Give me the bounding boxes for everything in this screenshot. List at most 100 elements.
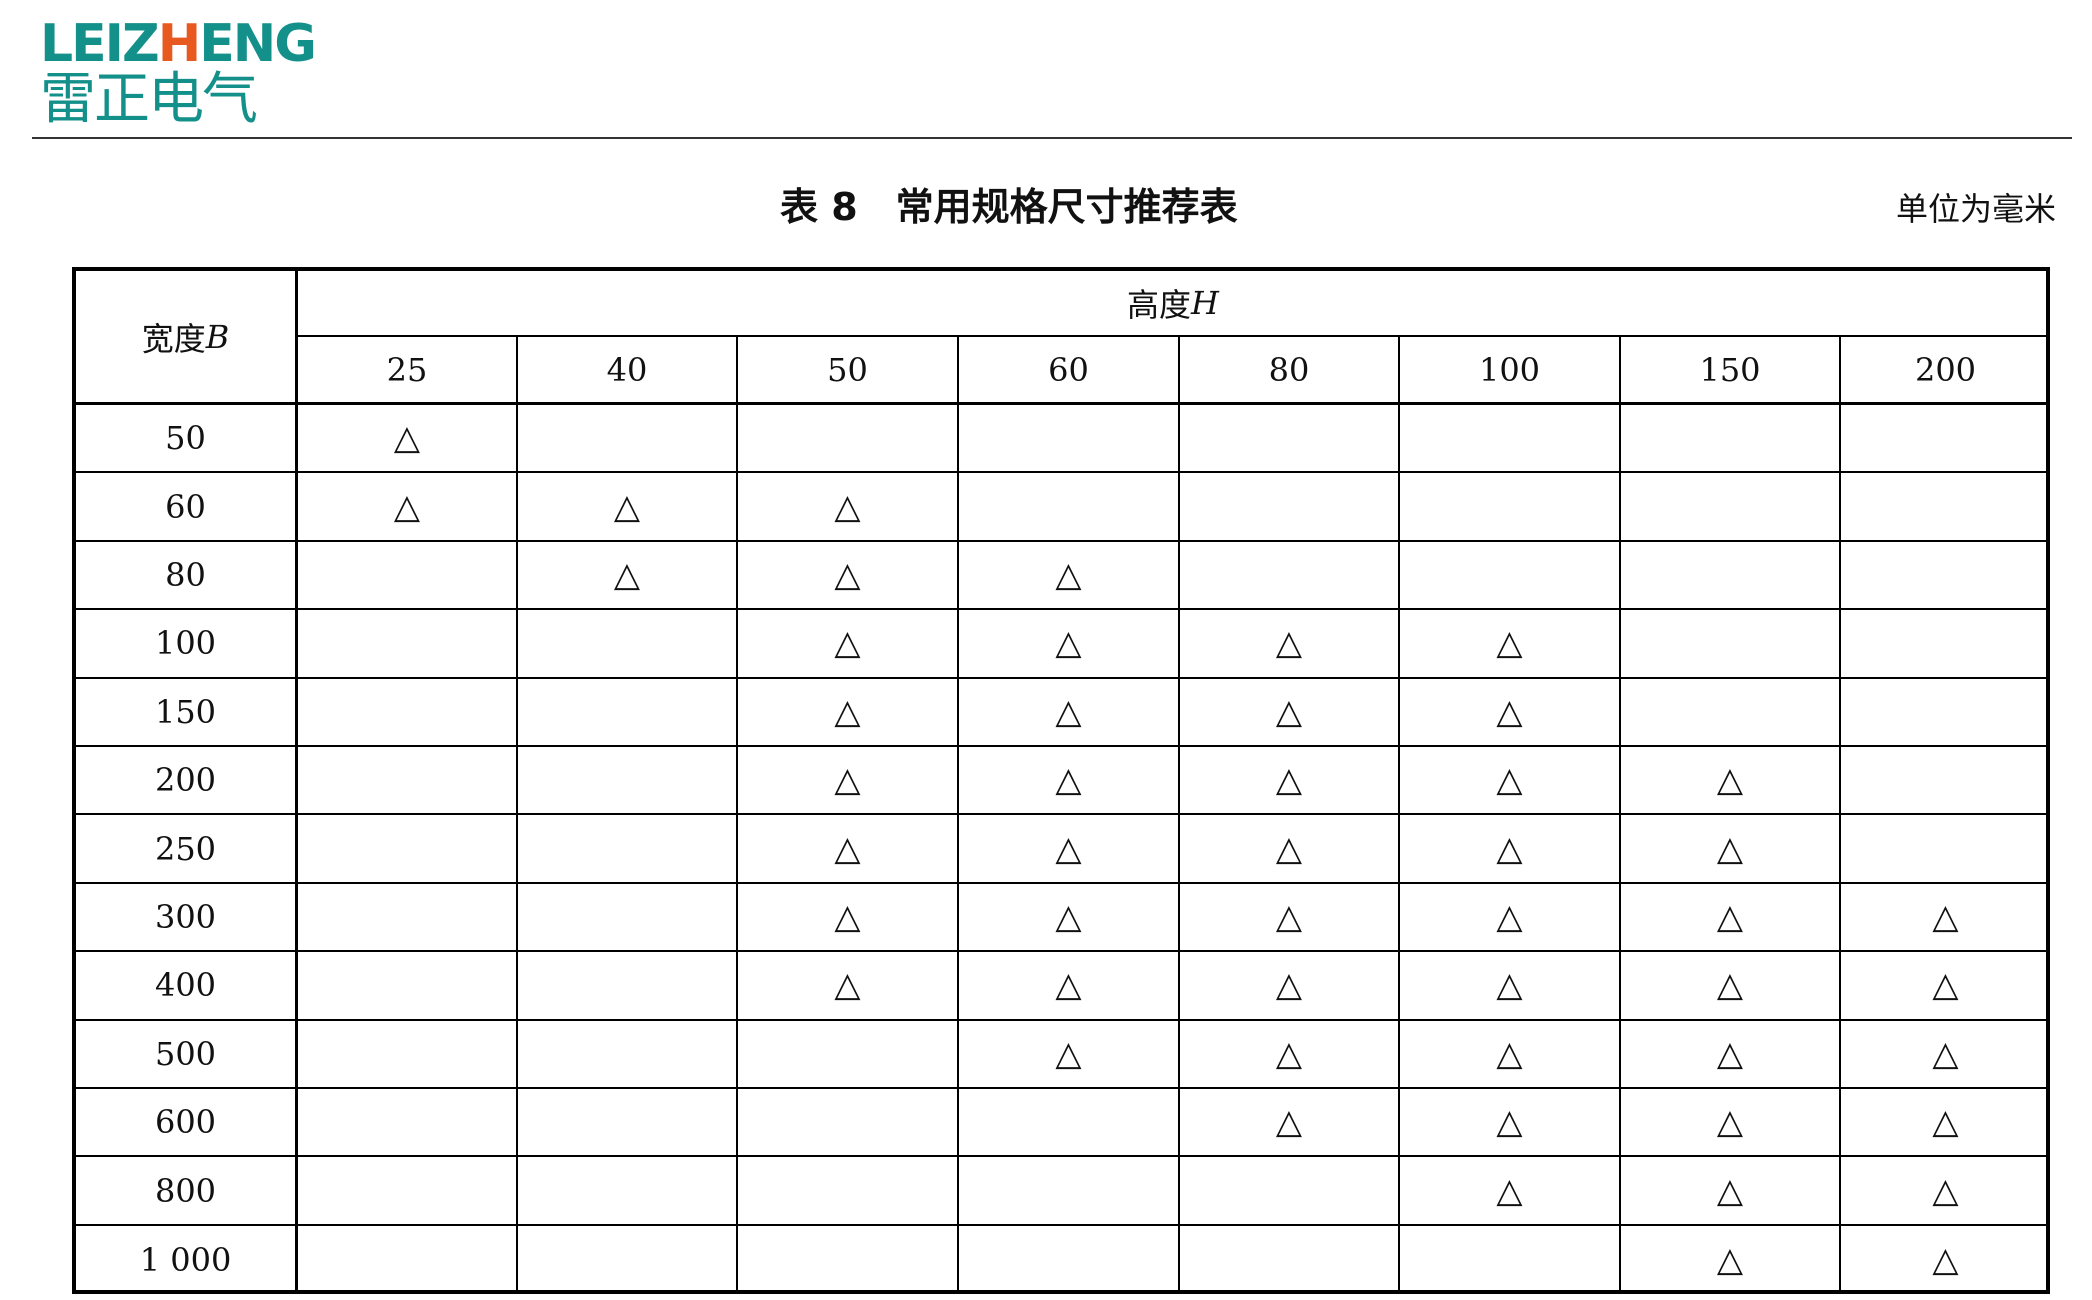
recommended-mark: △ bbox=[738, 473, 959, 542]
empty-cell bbox=[1841, 405, 2050, 474]
recommended-mark: △ bbox=[1621, 952, 1841, 1021]
recommended-mark: △ bbox=[1841, 1089, 2050, 1158]
empty-cell bbox=[959, 1089, 1180, 1158]
empty-cell bbox=[518, 1020, 738, 1089]
recommended-mark: △ bbox=[1400, 883, 1621, 953]
empty-cell bbox=[1180, 1157, 1400, 1226]
empty-cell bbox=[959, 405, 1180, 474]
empty-cell bbox=[738, 1089, 959, 1158]
empty-cell bbox=[518, 883, 738, 953]
recommended-mark: △ bbox=[518, 541, 738, 611]
empty-cell bbox=[298, 883, 518, 953]
company-logo: LEIZHENG 雷正电气 bbox=[40, 18, 317, 132]
recommended-mark: △ bbox=[738, 747, 959, 816]
recommended-mark: △ bbox=[738, 541, 959, 611]
recommended-mark: △ bbox=[1400, 747, 1621, 816]
column-header: 80 bbox=[1180, 337, 1400, 405]
header-divider bbox=[32, 137, 2072, 139]
empty-cell bbox=[298, 747, 518, 816]
empty-cell bbox=[1180, 473, 1400, 542]
recommended-mark: △ bbox=[1180, 952, 1400, 1021]
empty-cell bbox=[1841, 815, 2050, 884]
recommended-mark: △ bbox=[1400, 815, 1621, 884]
empty-cell bbox=[518, 747, 738, 816]
row-width-label: 50 bbox=[76, 405, 298, 474]
empty-cell bbox=[1180, 1225, 1400, 1295]
col-group-header-height-h: 高度 H bbox=[298, 271, 2050, 337]
empty-cell bbox=[298, 1157, 518, 1226]
recommended-mark: △ bbox=[738, 815, 959, 884]
empty-cell bbox=[1841, 610, 2050, 679]
recommended-mark: △ bbox=[959, 678, 1180, 747]
recommended-mark: △ bbox=[959, 952, 1180, 1021]
empty-cell bbox=[1400, 473, 1621, 542]
recommended-mark: △ bbox=[1400, 1020, 1621, 1089]
recommended-mark: △ bbox=[1180, 1020, 1400, 1089]
recommended-mark: △ bbox=[1621, 747, 1841, 816]
recommended-mark: △ bbox=[738, 678, 959, 747]
logo-text-en: LEIZHENG bbox=[40, 18, 317, 70]
recommended-mark: △ bbox=[1932, 1239, 1959, 1280]
recommended-mark: △ bbox=[1841, 884, 2050, 953]
empty-cell bbox=[298, 1020, 518, 1089]
empty-cell bbox=[298, 815, 518, 884]
row-width-label: 200 bbox=[76, 747, 298, 816]
logo-en-prefix: LEIZ bbox=[40, 14, 160, 74]
recommended-mark: △ bbox=[738, 610, 959, 679]
recommended-mark: △ bbox=[1180, 1089, 1400, 1158]
logo-en-suffix: ENG bbox=[199, 14, 317, 74]
empty-cell bbox=[518, 815, 738, 884]
empty-cell bbox=[959, 1157, 1180, 1226]
column-header: 40 bbox=[518, 337, 738, 405]
recommended-mark: △ bbox=[959, 883, 1180, 953]
logo-en-accent: H bbox=[157, 14, 202, 74]
empty-cell bbox=[1841, 747, 2050, 816]
empty-cell bbox=[738, 1225, 959, 1295]
empty-cell bbox=[1400, 1225, 1621, 1295]
empty-cell bbox=[738, 1020, 959, 1089]
recommended-mark: △ bbox=[1841, 1157, 2050, 1226]
recommended-mark: △ bbox=[1621, 1157, 1841, 1226]
empty-cell bbox=[1621, 541, 1841, 611]
recommended-mark: △ bbox=[298, 473, 518, 542]
column-header: 200 bbox=[1841, 337, 2050, 405]
empty-cell bbox=[959, 473, 1180, 542]
recommended-mark: △ bbox=[959, 610, 1180, 679]
row-width-label: 800 bbox=[76, 1157, 298, 1226]
empty-cell bbox=[1841, 473, 2050, 542]
empty-cell bbox=[1400, 541, 1621, 611]
unit-note: 单位为毫米 bbox=[1895, 190, 2056, 228]
column-header: 60 bbox=[959, 337, 1180, 405]
logo-text-cn: 雷正电气 bbox=[40, 67, 258, 132]
empty-cell bbox=[298, 1089, 518, 1158]
row-width-label: 60 bbox=[76, 473, 298, 542]
recommended-mark: △ bbox=[1621, 1020, 1841, 1089]
recommended-mark: △ bbox=[1400, 1157, 1621, 1226]
size-recommendation-table: 宽度 B 高度 H 25 40 50 60 80 100 150 200 50 △ 60 △ △ △ 80 △ △ △… bbox=[72, 267, 2050, 1295]
recommended-mark: △ bbox=[959, 747, 1180, 816]
empty-cell bbox=[1841, 542, 2050, 611]
recommended-mark: △ bbox=[1180, 747, 1400, 816]
recommended-mark: △ bbox=[518, 473, 738, 542]
recommended-mark: △ bbox=[1400, 610, 1621, 679]
empty-cell bbox=[1180, 405, 1400, 474]
recommended-mark: △ bbox=[1621, 1225, 1841, 1295]
column-header: 25 bbox=[298, 337, 518, 405]
recommended-mark: △ bbox=[1400, 1089, 1621, 1158]
row-width-label: 80 bbox=[76, 541, 298, 611]
empty-cell bbox=[1621, 473, 1841, 542]
empty-cell bbox=[1180, 541, 1400, 611]
empty-cell bbox=[518, 1225, 738, 1295]
recommended-mark: △ bbox=[1841, 952, 2050, 1021]
empty-cell bbox=[518, 678, 738, 747]
column-header: 150 bbox=[1621, 337, 1841, 405]
row-width-label: 1 000 bbox=[76, 1225, 298, 1295]
recommended-mark: △ bbox=[1621, 815, 1841, 884]
empty-cell bbox=[959, 1225, 1180, 1295]
recommended-mark: △ bbox=[959, 815, 1180, 884]
recommended-mark: △ bbox=[959, 541, 1180, 611]
column-header: 50 bbox=[738, 337, 959, 405]
recommended-mark: △ bbox=[1841, 1021, 2050, 1089]
empty-cell bbox=[1400, 405, 1621, 474]
row-width-label: 600 bbox=[76, 1089, 298, 1158]
